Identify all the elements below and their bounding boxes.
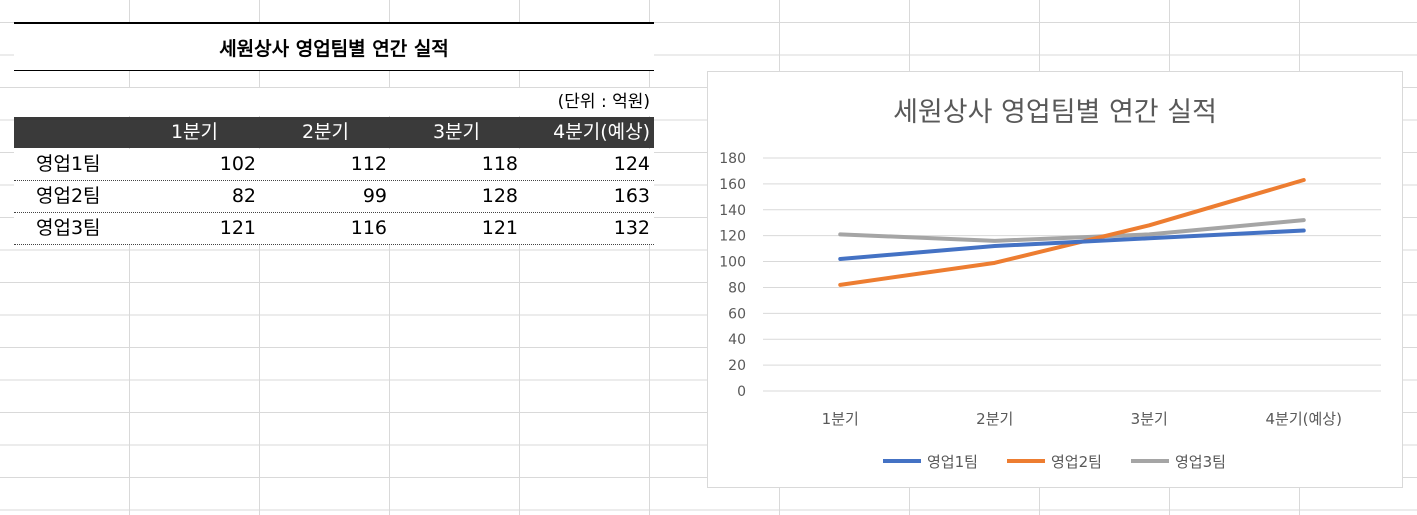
row-label[interactable]: 영업3팀 bbox=[36, 217, 101, 239]
y-tick-label: 180 bbox=[719, 151, 746, 167]
chart-plot: 0 20 40 60 80 100 120 140 160 180 1분기 2분기 3분기 4분기(예상)… bbox=[719, 151, 1381, 471]
report-table: 세원상사 영업팀별 연간 실적 (단위 : 억원) 1분기 2분기 3분기 4분… bbox=[14, 0, 654, 515]
legend-label: 영업2팀 bbox=[1051, 453, 1102, 471]
y-tick-label: 20 bbox=[728, 358, 746, 374]
value-cell[interactable]: 121 bbox=[219, 217, 256, 239]
series-line bbox=[838, 228, 1306, 261]
header-cell-q1[interactable]: 1분기 bbox=[170, 121, 219, 143]
table-row: 영업1팀 102 112 118 124 bbox=[14, 149, 654, 181]
legend-label: 영업3팀 bbox=[1175, 453, 1226, 471]
value-cell[interactable]: 99 bbox=[362, 185, 387, 207]
unit-text: (단위 : 억원) bbox=[557, 92, 650, 112]
x-tick-label: 4분기(예상) bbox=[1266, 410, 1342, 428]
row-label[interactable]: 영업2팀 bbox=[36, 185, 101, 207]
x-tick-label: 1분기 bbox=[822, 410, 859, 428]
value-cell[interactable]: 121 bbox=[481, 217, 518, 239]
table-row: 영업3팀 121 116 121 132 bbox=[14, 213, 654, 245]
header-row: 1분기 2분기 3분기 4분기(예상) bbox=[14, 117, 654, 148]
value-cell[interactable]: 116 bbox=[350, 217, 387, 239]
y-tick-label: 80 bbox=[728, 280, 746, 296]
value-cell[interactable]: 118 bbox=[481, 153, 518, 175]
y-tick-label: 0 bbox=[737, 384, 746, 400]
unit-label[interactable]: (단위 : 억원) bbox=[14, 88, 654, 116]
value-cell[interactable]: 102 bbox=[219, 153, 256, 175]
value-cell[interactable]: 128 bbox=[481, 185, 518, 207]
header-cell-q2[interactable]: 2분기 bbox=[301, 121, 350, 143]
header-cell-q4[interactable]: 4분기(예상) bbox=[553, 121, 650, 143]
table-row: 영업2팀 82 99 128 163 bbox=[14, 181, 654, 213]
y-tick-label: 140 bbox=[719, 203, 746, 219]
series-line bbox=[838, 218, 1306, 243]
x-tick-label: 2분기 bbox=[976, 410, 1013, 428]
table-title[interactable]: 세원상사 영업팀별 연간 실적 bbox=[14, 22, 654, 71]
y-tick-label: 40 bbox=[728, 332, 746, 348]
value-cell[interactable]: 124 bbox=[613, 153, 650, 175]
legend-label: 영업1팀 bbox=[927, 453, 978, 471]
line-chart[interactable]: 세원상사 영업팀별 연간 실적 0 20 40 60 80 100 120 140 160 180… bbox=[707, 71, 1403, 488]
y-tick-label: 100 bbox=[719, 255, 746, 271]
header-cell-q3[interactable]: 3분기 bbox=[432, 121, 481, 143]
value-cell[interactable]: 112 bbox=[350, 153, 387, 175]
row-label[interactable]: 영업1팀 bbox=[36, 153, 101, 175]
value-cell[interactable]: 82 bbox=[231, 185, 256, 207]
header-cell-empty[interactable] bbox=[14, 117, 129, 148]
value-cell[interactable]: 132 bbox=[613, 217, 650, 239]
y-tick-label: 60 bbox=[728, 306, 746, 322]
value-cell[interactable]: 163 bbox=[613, 185, 650, 207]
y-tick-label: 160 bbox=[719, 177, 746, 193]
chart-title[interactable]: 세원상사 영업팀별 연간 실적 bbox=[893, 97, 1217, 128]
x-tick-label: 3분기 bbox=[1131, 410, 1168, 428]
y-tick-label: 120 bbox=[719, 229, 746, 245]
